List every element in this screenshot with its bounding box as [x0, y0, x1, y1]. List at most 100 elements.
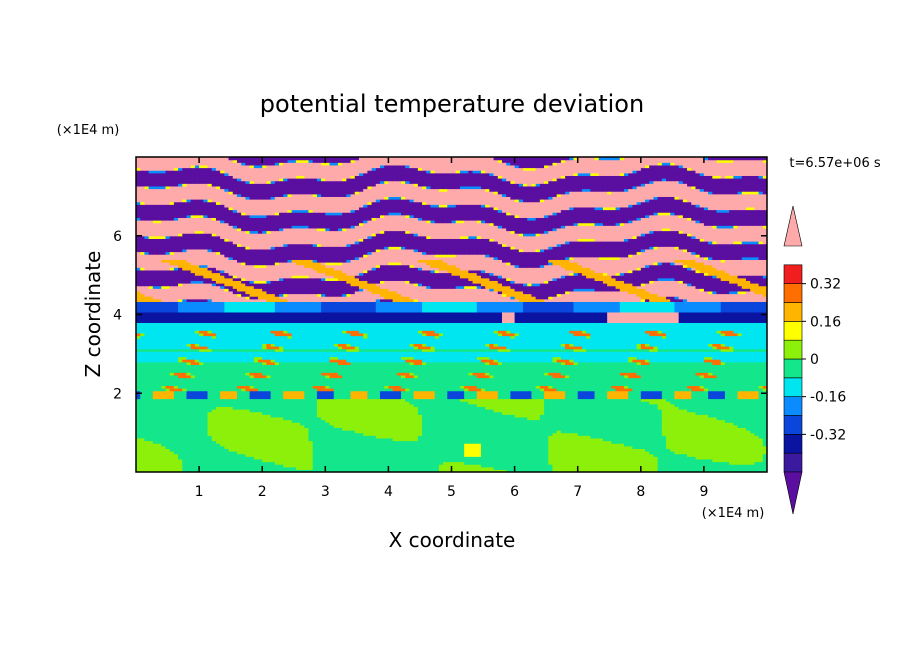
heatmap-cell [619, 448, 625, 452]
heatmap-cell [464, 437, 469, 442]
heatmap-cell [236, 432, 242, 436]
heatmap-cell [350, 437, 356, 442]
heatmap-cell [371, 469, 377, 472]
heatmap-cell [443, 451, 448, 455]
heatmap-cell [211, 424, 217, 428]
heatmap-cell [640, 451, 646, 455]
heatmap-cell [203, 443, 209, 447]
heatmap-cell [586, 456, 591, 460]
heatmap-cell [762, 435, 767, 439]
heatmap-cell [586, 466, 591, 470]
heatmap-cell [186, 453, 192, 457]
heatmap-cell [598, 456, 604, 460]
heatmap-cell [682, 430, 688, 434]
heatmap-cell [577, 469, 583, 472]
heatmap-cell [489, 453, 495, 457]
heatmap-cell [754, 469, 760, 472]
heatmap-cell [308, 453, 314, 457]
heatmap-cell [447, 435, 453, 439]
heatmap-cell [279, 424, 284, 428]
heatmap-cell [392, 469, 398, 472]
heatmap-cell [510, 432, 516, 436]
heatmap-cell [623, 469, 629, 472]
heatmap-cell [215, 424, 221, 428]
heatmap-cell [459, 451, 465, 455]
heatmap-cell [678, 466, 684, 470]
heatmap-cell [451, 437, 457, 442]
heatmap-cell [678, 448, 684, 452]
heatmap-cell [287, 453, 293, 457]
heatmap-cell [565, 432, 570, 436]
heatmap-cell [724, 456, 730, 460]
heatmap-cell [670, 461, 676, 465]
heatmap-cell [645, 461, 650, 465]
heatmap-cell [670, 440, 676, 444]
heatmap-cell [257, 451, 263, 455]
heatmap-cell [623, 466, 629, 470]
heatmap-cell [287, 458, 293, 463]
heatmap-cell [304, 427, 310, 431]
heatmap-cell [173, 464, 179, 468]
heatmap-cell [144, 424, 150, 428]
heatmap-cell [598, 427, 604, 431]
heatmap-cell [396, 469, 402, 472]
heatmap-cell [602, 432, 608, 436]
heatmap-cell [173, 427, 179, 431]
heatmap-cell [236, 443, 242, 447]
heatmap-cell [666, 451, 671, 455]
heatmap-cell [666, 461, 671, 465]
heatmap-cell [556, 456, 562, 460]
heatmap-cell [447, 466, 453, 470]
heatmap-cell [333, 427, 339, 431]
heatmap-cell [157, 448, 162, 452]
heatmap-cell [674, 443, 680, 447]
heatmap-cell [199, 435, 204, 439]
heatmap-cell [333, 437, 339, 442]
heatmap-cell [270, 461, 276, 465]
heatmap-cell [165, 432, 171, 436]
heatmap-cell [615, 464, 621, 468]
heatmap-cell [565, 443, 570, 447]
heatmap-cell [304, 435, 310, 439]
heatmap-cell [136, 445, 141, 449]
heatmap-cell [199, 424, 204, 428]
heatmap-cell [586, 445, 591, 449]
heatmap-cell [632, 461, 638, 465]
heatmap-cell [594, 432, 600, 436]
heatmap-cell [409, 456, 415, 460]
heatmap-cell [590, 437, 596, 442]
heatmap-cell [241, 461, 246, 465]
heatmap-cell [279, 445, 284, 449]
heatmap-cell [422, 432, 427, 436]
heatmap-cell [312, 453, 318, 457]
heatmap-cell [708, 456, 713, 460]
heatmap-cell [552, 464, 558, 468]
heatmap-cell [274, 464, 280, 468]
heatmap-cell [510, 430, 516, 434]
heatmap-cell [287, 469, 293, 472]
heatmap-cell [245, 443, 251, 447]
heatmap-cell [194, 445, 200, 449]
heatmap-cell [342, 424, 347, 428]
heatmap-cell [501, 461, 507, 465]
heatmap-cell [485, 443, 490, 447]
heatmap-cell [741, 445, 747, 449]
heatmap-cell [148, 435, 154, 439]
heatmap-cell [497, 427, 503, 431]
heatmap-cell [358, 445, 364, 449]
heatmap-cell [632, 464, 638, 468]
heatmap-cell [257, 456, 263, 460]
heatmap-cell [459, 424, 465, 428]
heatmap-cell [401, 453, 406, 457]
heatmap-cell [396, 427, 402, 431]
heatmap-cell [262, 443, 268, 447]
heatmap-cell [304, 469, 310, 472]
heatmap-cell [224, 435, 230, 439]
heatmap-cell [666, 464, 671, 468]
heatmap-cell [409, 427, 415, 431]
heatmap-cell [262, 440, 268, 444]
heatmap-cell [666, 437, 671, 442]
heatmap-cell [611, 430, 617, 434]
heatmap-cell [737, 424, 743, 428]
heatmap-cell [619, 432, 625, 436]
